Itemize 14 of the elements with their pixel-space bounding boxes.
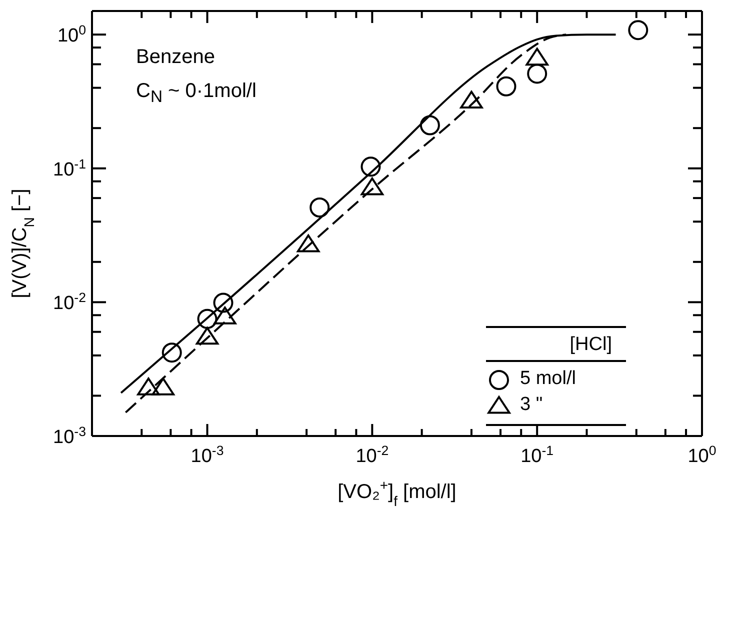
legend-title: [HCl]: [568, 333, 613, 357]
annotation: C$_{N}$ ~ 0·1mol/l: [136, 80, 256, 107]
x-tick-label: 10$^{-1}$: [520, 442, 554, 467]
y-tick-label: 10$^{-2}$: [53, 290, 86, 314]
x-tick-label: 10$^{-2}$: [356, 442, 389, 467]
x-tick-label: 10$^{0}$: [688, 442, 716, 467]
y-tick-label: 10$^{0}$: [57, 22, 86, 47]
x-tick-label: 10$^{-3}$: [190, 442, 224, 467]
legend-label: 3 ": [520, 394, 543, 416]
annotation: Benzene: [136, 46, 215, 69]
x-axis-title: [VO₂$^{+}$]$_{f}$ [mol/l]: [338, 477, 456, 509]
y-tick-label: 10$^{-3}$: [53, 424, 86, 448]
y-tick-label: 10$^{-1}$: [53, 156, 86, 180]
legend-label: 5 mol/l: [520, 368, 576, 390]
